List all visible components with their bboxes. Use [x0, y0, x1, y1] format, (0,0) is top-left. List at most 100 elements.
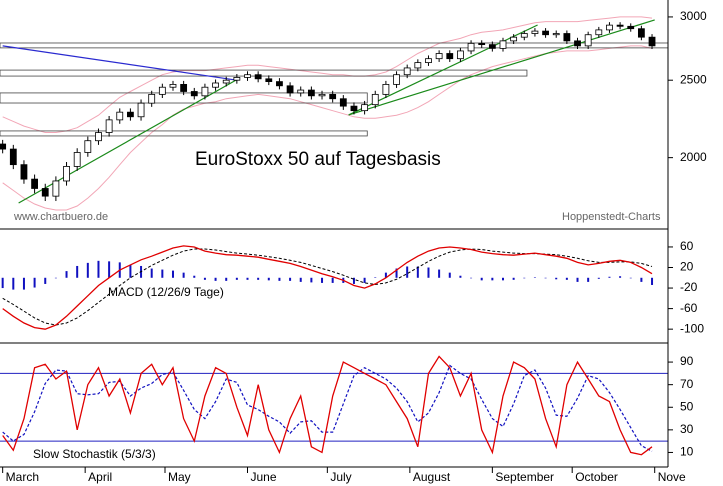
histogram-bar [384, 272, 387, 278]
histogram-bar [246, 277, 249, 280]
source-label: www.chartbuero.de [13, 211, 108, 223]
y-tick-label: 90 [680, 354, 694, 368]
x-tick-label: May [168, 470, 191, 484]
histogram-bar [97, 260, 100, 278]
histogram-bar [448, 272, 451, 278]
histogram-bar [235, 277, 238, 280]
candle-body [116, 111, 124, 121]
candle-body [9, 148, 17, 166]
y-tick-label: 2000 [680, 150, 707, 164]
histogram-bar [438, 269, 441, 278]
candle-body [563, 33, 571, 42]
histogram-bar [65, 271, 68, 278]
histogram-bar [310, 277, 313, 283]
histogram-bar [76, 265, 79, 278]
histogram-bar [640, 277, 643, 282]
plot-layer: 3000 2500 2000 60 20 -20 -60 -100 90 70 50 30 10 Marc… [0, 9, 707, 484]
x-tick-label: July [330, 470, 351, 484]
y-tick-label: 60 [680, 239, 694, 253]
histogram-bar [108, 261, 111, 278]
candle-body [222, 79, 230, 84]
candle-body [425, 58, 432, 64]
histogram-bar [267, 277, 270, 281]
histogram-bar [576, 277, 579, 282]
histogram-bar [406, 266, 409, 278]
trend-line [2, 45, 237, 81]
candle-body [180, 83, 188, 92]
y-tick-label: 10 [680, 445, 694, 459]
candle-body [52, 180, 60, 197]
histogram-bar [565, 277, 568, 280]
histogram-bar [193, 275, 196, 278]
candle-body [637, 28, 645, 38]
candle-body [212, 82, 219, 88]
histogram-bar [555, 277, 558, 280]
candle-body [254, 74, 262, 80]
histogram-bar [161, 269, 164, 278]
trend-line [348, 19, 655, 116]
histogram-bar [480, 277, 483, 281]
candle-body [350, 105, 358, 112]
candle-body [414, 62, 422, 69]
histogram-bar [629, 277, 632, 279]
source-label: Hoppenstedt-Charts [562, 211, 661, 223]
histogram-bar [427, 267, 430, 278]
trend-line [348, 24, 538, 116]
histogram-bar [533, 277, 536, 278]
histogram-bar [331, 277, 334, 283]
histogram-bar [150, 268, 153, 278]
candle-body [297, 89, 305, 94]
support-zone [0, 69, 528, 77]
histogram-bar [459, 275, 462, 278]
histogram-bar [352, 277, 355, 284]
histogram-bar [1, 277, 4, 289]
candle-body [403, 67, 411, 76]
candle-body [616, 24, 624, 27]
candle-body [244, 74, 251, 78]
candle-body [361, 104, 369, 112]
panel-label: MACD (12/26/9 Tage) [108, 285, 224, 299]
histogram-bar [619, 276, 622, 278]
candle-body [382, 83, 390, 95]
y-tick-label: -60 [680, 301, 698, 315]
y-tick-label: 30 [680, 422, 694, 436]
candle-body [648, 36, 656, 47]
candle-body [627, 25, 635, 30]
candle-body [329, 93, 337, 100]
histogram-bar [608, 276, 611, 278]
histogram-bar [54, 277, 57, 279]
candle-body [169, 83, 177, 88]
candle-body [286, 85, 294, 94]
x-tick-label: April [88, 470, 112, 484]
y-tick-label: 70 [680, 377, 694, 391]
candle-body [318, 93, 326, 97]
candle-body [467, 42, 475, 52]
candle-body [595, 29, 603, 36]
candle-body [265, 78, 273, 82]
candle-body [488, 44, 496, 49]
histogram-bar [129, 264, 132, 278]
candle-body [41, 188, 49, 197]
x-tick-label: August [413, 470, 451, 484]
candle-body [201, 86, 209, 97]
candle-body [127, 111, 134, 118]
y-tick-label: 20 [680, 260, 694, 274]
candle-body [510, 36, 518, 42]
panel-label: Slow Stochastik (5/3/3) [33, 447, 156, 461]
candle-body [148, 93, 156, 104]
candle-body [584, 34, 592, 47]
histogram-bar [86, 262, 89, 278]
candle-body [606, 24, 613, 31]
x-tick-label: October [575, 470, 618, 484]
y-tick-label: 3000 [680, 9, 707, 23]
histogram-bar [12, 277, 15, 290]
candle-body [339, 98, 347, 107]
candle-body [158, 86, 166, 95]
chart-title: EuroStoxx 50 auf Tagesbasis [195, 149, 441, 170]
candle-body [552, 33, 560, 36]
histogram-bar [257, 277, 260, 280]
histogram-bar [44, 277, 47, 284]
candle-body [31, 178, 38, 189]
candle-body [520, 33, 528, 38]
